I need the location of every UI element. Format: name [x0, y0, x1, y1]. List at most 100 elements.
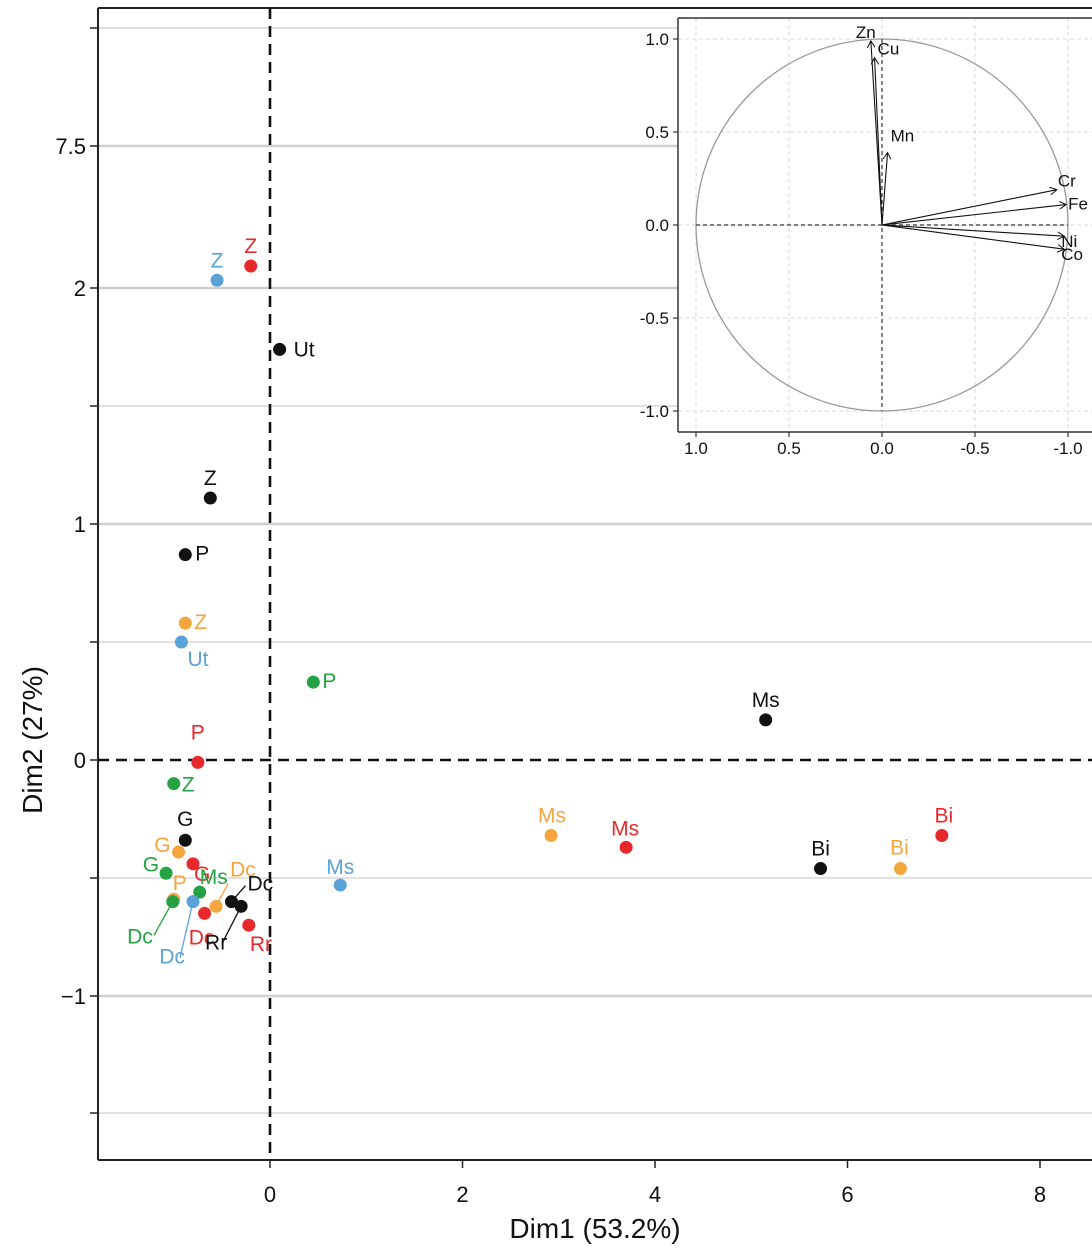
- data-point-group: Ms: [538, 805, 566, 843]
- data-point: [244, 259, 258, 273]
- data-point: [759, 713, 773, 727]
- loading-label: Cr: [1058, 172, 1076, 191]
- inset-y-tick-label: -0.5: [640, 309, 669, 328]
- data-point-group: Dc: [209, 858, 256, 913]
- data-point-group: Bi: [811, 838, 830, 876]
- loading-label: Cu: [878, 40, 900, 59]
- loading-label: Zn: [856, 23, 876, 42]
- data-point: [178, 616, 192, 630]
- data-point-group: Rr: [242, 918, 272, 956]
- data-point-group: Bi: [890, 837, 909, 876]
- data-point-label: Rr: [250, 933, 272, 956]
- x-tick-label: 0: [264, 1182, 276, 1207]
- data-point: [210, 273, 224, 287]
- data-point-group: Dc: [127, 895, 180, 949]
- data-point: [619, 840, 633, 854]
- data-point-label: Dc: [248, 873, 274, 896]
- data-point-label: P: [195, 543, 209, 566]
- data-point-label: Bi: [934, 805, 953, 828]
- data-point-group: Ms: [193, 866, 228, 899]
- y-tick-label: 2: [74, 276, 86, 301]
- data-point-group: G: [143, 853, 173, 880]
- data-point-group: Ms: [752, 689, 780, 727]
- loading-vector: Co: [881, 224, 1083, 264]
- data-point: [191, 755, 205, 769]
- y-tick-label: 1: [74, 512, 86, 537]
- data-point: [273, 342, 287, 356]
- x-axis-title: Dim1 (53.2%): [509, 1213, 680, 1244]
- data-point-group: Dc: [159, 895, 200, 969]
- loading-vector: Cu: [875, 40, 900, 226]
- data-point: [186, 857, 200, 871]
- data-point-label: Z: [244, 235, 257, 258]
- data-point-group: G: [177, 808, 193, 847]
- data-point-label: Z: [204, 467, 217, 490]
- data-point: [242, 918, 256, 932]
- data-point-label: Dc: [189, 926, 215, 949]
- data-point-label: Dc: [230, 858, 256, 881]
- data-point: [198, 906, 212, 920]
- data-point: [333, 878, 347, 892]
- data-point: [893, 862, 907, 876]
- data-point-group: Z: [210, 249, 224, 287]
- data-point-label: Ut: [294, 338, 315, 361]
- data-point-group: Rr: [205, 899, 248, 954]
- inset-x-tick-label: 1.0: [684, 439, 708, 458]
- data-point-group: P: [306, 670, 336, 693]
- data-point-label: Rr: [205, 931, 227, 954]
- data-point-group: Dc: [189, 906, 215, 949]
- loading-label: Fe: [1068, 195, 1088, 214]
- loading-arrow: [875, 58, 883, 226]
- loading-arrow: [881, 205, 1066, 226]
- y-tick-label: 0: [74, 748, 86, 773]
- data-point: [203, 491, 217, 505]
- data-point-label: Ms: [611, 817, 639, 840]
- data-point: [159, 866, 173, 880]
- loading-arrow: [881, 190, 1057, 226]
- data-point: [167, 777, 181, 791]
- y-tick-label: −1: [61, 984, 86, 1009]
- data-point-label: P: [173, 872, 187, 895]
- data-point-label: P: [191, 721, 205, 744]
- data-point-label: Dc: [127, 926, 153, 949]
- data-point: [178, 833, 192, 847]
- inset-x-tick-label: 0.5: [777, 439, 801, 458]
- x-tick-label: 2: [456, 1182, 468, 1207]
- data-point: [166, 895, 180, 909]
- data-point-label: G: [154, 834, 170, 857]
- data-point-label: Z: [182, 774, 195, 797]
- data-point-label: G: [177, 808, 193, 831]
- data-point-group: G: [154, 834, 186, 859]
- inset-x-tick-label: -0.5: [960, 439, 989, 458]
- data-point-label: Ut: [187, 648, 208, 671]
- data-point-group: Z: [178, 611, 207, 634]
- loading-vector: Ni: [881, 224, 1077, 251]
- data-point: [544, 829, 558, 843]
- inset-y-tick-label: 0.0: [645, 216, 669, 235]
- inset-y-tick-label: 0.5: [645, 123, 669, 142]
- label-leader-line: [179, 901, 194, 958]
- label-leader-line: [221, 906, 242, 944]
- loading-vector: Mn: [881, 126, 915, 226]
- data-point-label: G: [194, 863, 210, 886]
- data-point-label: Ms: [538, 805, 566, 828]
- loading-vector: Fe: [881, 195, 1088, 226]
- data-point: [814, 862, 828, 876]
- inset-x-tick-label: -1.0: [1053, 439, 1082, 458]
- loading-arrow: [881, 152, 888, 226]
- y-axis-title: Dim2 (27%): [17, 666, 48, 814]
- data-point-group: Ut: [273, 338, 315, 361]
- inset-x-tick-label: 0.0: [870, 439, 894, 458]
- data-point-group: Ms: [611, 817, 639, 854]
- data-point: [209, 899, 223, 913]
- x-tick-label: 4: [649, 1182, 661, 1207]
- y-tick-label: 7.5: [55, 134, 86, 159]
- data-point-group: Dc: [225, 873, 273, 909]
- x-tick-label: 8: [1034, 1182, 1046, 1207]
- data-point-label: Bi: [811, 838, 830, 861]
- loading-vector: Cr: [881, 172, 1076, 226]
- loading-arrow: [881, 224, 1064, 236]
- data-point-label: P: [322, 670, 336, 693]
- loading-label: Mn: [891, 126, 915, 145]
